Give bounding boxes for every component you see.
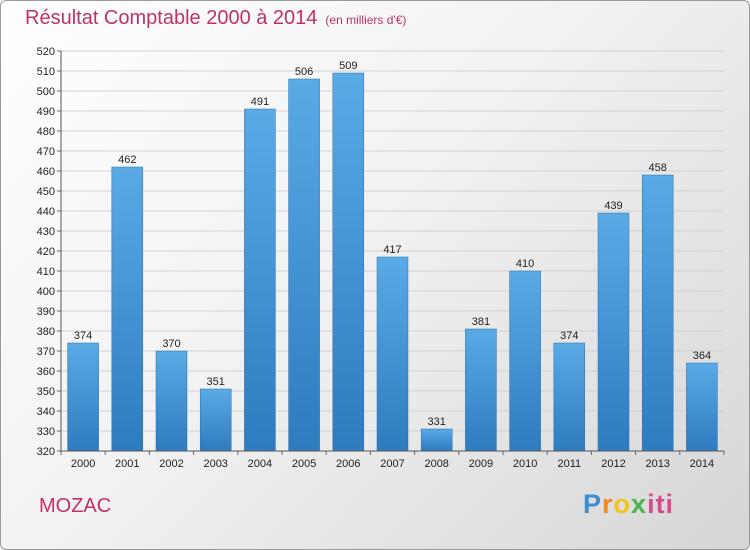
value-label: 374 — [74, 330, 92, 342]
value-label: 491 — [251, 96, 269, 108]
x-tick-label: 2014 — [690, 458, 714, 470]
bar-2008 — [420, 428, 453, 452]
proxiti-logo: Proxiti — [583, 489, 675, 519]
bar-2005 — [288, 78, 320, 452]
bar-2014 — [686, 362, 718, 452]
y-tick-label: 470 — [37, 146, 55, 158]
title-text: Résultat Comptable 2000 à 2014 — [25, 7, 318, 29]
x-tick-label: 2003 — [203, 458, 227, 470]
x-tick-label: 2013 — [645, 458, 669, 470]
x-tick-label: 2009 — [469, 458, 493, 470]
chart-subtitle: (en milliers d'€) — [325, 13, 407, 27]
value-label: 374 — [560, 330, 578, 342]
y-tick-label: 400 — [37, 286, 55, 298]
y-tick-label: 450 — [37, 186, 55, 198]
y-tick-label: 490 — [37, 106, 55, 118]
bar-2002 — [155, 350, 188, 452]
y-tick-label: 360 — [37, 366, 55, 378]
y-tick-label: 480 — [37, 126, 55, 138]
y-tick-label: 420 — [37, 246, 55, 258]
x-tick-label: 2004 — [248, 458, 272, 470]
value-label: 509 — [339, 60, 357, 72]
bar-2012 — [597, 212, 630, 452]
x-tick-label: 2002 — [159, 458, 183, 470]
chart-title: Résultat Comptable 2000 à 2014 (en millie… — [25, 7, 406, 30]
y-tick-label: 430 — [37, 226, 55, 238]
value-label: 458 — [649, 162, 667, 174]
axes — [60, 51, 724, 452]
bar-2013 — [641, 174, 674, 452]
value-label: 417 — [383, 244, 401, 256]
y-tick-label: 330 — [37, 426, 55, 438]
bar-2003 — [199, 388, 232, 452]
y-tick-label: 500 — [37, 86, 55, 98]
bar-2001 — [111, 166, 144, 452]
x-tick-label: 2001 — [115, 458, 139, 470]
x-tick-label: 2011 — [557, 458, 581, 470]
y-tick-label: 410 — [37, 266, 55, 278]
x-tick-label: 2010 — [513, 458, 537, 470]
bar-2004 — [244, 108, 276, 452]
bar-2006 — [332, 72, 365, 452]
value-label: 439 — [604, 200, 622, 212]
value-label: 364 — [693, 350, 711, 362]
bar-2000 — [67, 342, 99, 452]
y-tick-label: 520 — [37, 46, 55, 58]
bar-2011 — [553, 342, 586, 452]
x-tick-label: 2012 — [601, 458, 625, 470]
y-tick-label: 350 — [37, 386, 55, 398]
value-label: 462 — [118, 154, 136, 166]
y-tick-label: 460 — [37, 166, 55, 178]
value-labels: 374 462 370 351 491 506 509 417 331 381 410 374 439 4… — [74, 60, 711, 428]
x-tick-label: 2006 — [336, 458, 360, 470]
value-label: 351 — [207, 376, 225, 388]
bar-2010 — [509, 270, 541, 452]
y-tick-label: 320 — [37, 446, 55, 458]
x-tick-label: 2008 — [424, 458, 448, 470]
y-tick-label: 370 — [37, 346, 55, 358]
y-tick-label: 440 — [37, 206, 55, 218]
bar-2007 — [376, 256, 409, 452]
y-tick-label: 340 — [37, 406, 55, 418]
city-name: MOZAC — [39, 495, 112, 517]
x-tick-label: 2005 — [292, 458, 316, 470]
x-tick-label: 2000 — [71, 458, 95, 470]
y-tick-label: 390 — [37, 306, 55, 318]
y-axis-ticks: 320 330 340 350 360 370 380 390 400 410 420 430 440 4… — [37, 46, 61, 458]
bars — [67, 72, 718, 452]
value-label: 410 — [516, 258, 534, 270]
value-label: 506 — [295, 66, 313, 78]
y-tick-label: 380 — [37, 326, 55, 338]
bar-2009 — [465, 328, 497, 452]
x-axis-ticks: 2000 2001 2002 2003 2004 2005 2006 2007 2008 2009… — [60, 451, 725, 470]
value-label: 381 — [472, 316, 490, 328]
x-tick-label: 2007 — [380, 458, 404, 470]
value-label: 331 — [428, 416, 446, 428]
value-label: 370 — [162, 338, 180, 350]
y-tick-label: 510 — [37, 66, 55, 78]
